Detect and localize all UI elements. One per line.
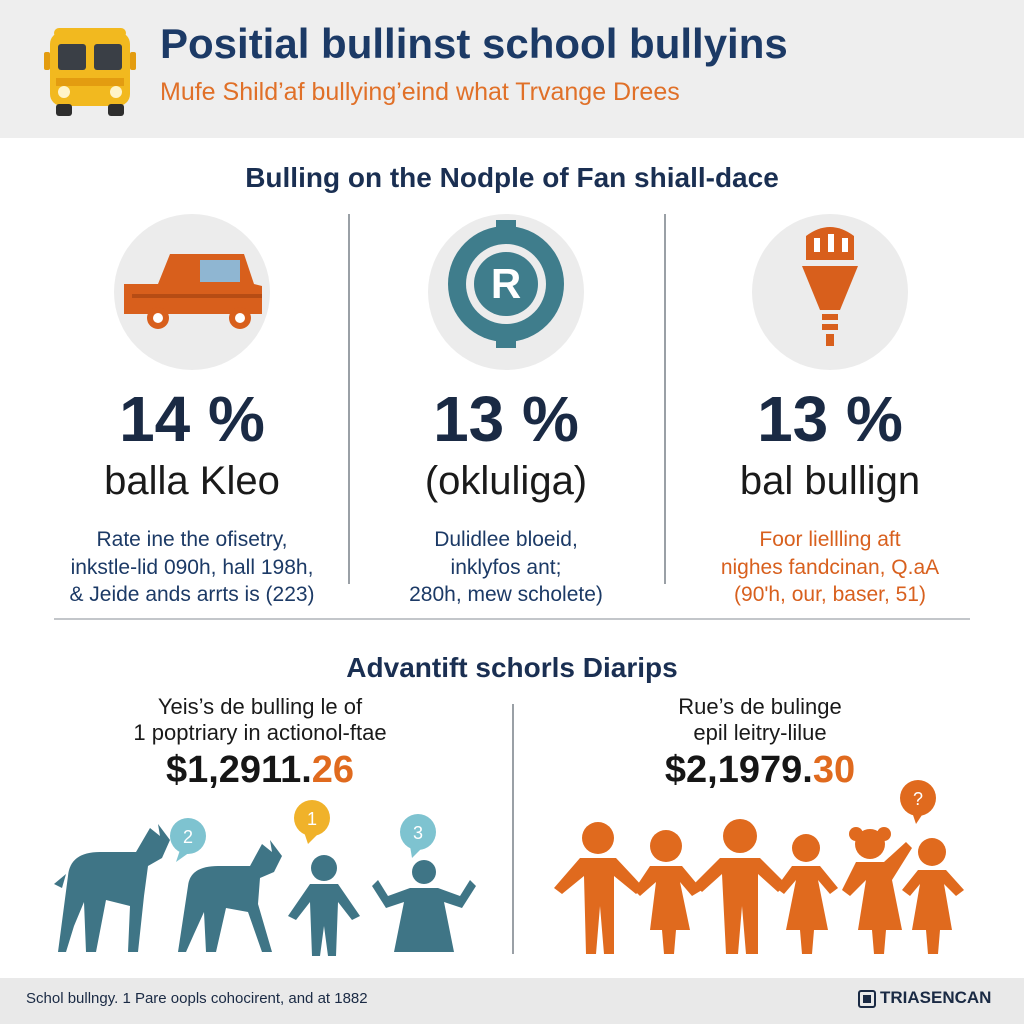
animal-figure-icon xyxy=(178,840,282,952)
section-heading-stats: Bulling on the Nodple of Fan shiall-dace xyxy=(245,162,779,193)
cost-card-right: Rue’s de bulinge epil leitry-lilue $2,19… xyxy=(560,694,960,792)
footer-text: Schol bullngy. 1 Pare oopls cohocirent, … xyxy=(26,990,368,1007)
column-divider xyxy=(348,214,350,584)
cost-caption-line: Yeis’s de bulling le of xyxy=(157,694,363,719)
stat-percent: 14 % xyxy=(119,383,265,455)
stat-percent: 13 % xyxy=(433,383,579,455)
speech-badge-3: 3 xyxy=(400,814,436,858)
cost-card-left: Yeis’s de bulling le of 1 poptriary in a… xyxy=(60,694,460,792)
people-group-icon xyxy=(554,819,964,954)
footer-band xyxy=(0,978,1024,1024)
stat-description-line: 280h, mew scholete) xyxy=(409,582,603,606)
section-divider xyxy=(54,618,970,620)
stat-card-lamp: 13 % bal bullign Foor liellling aft nigh… xyxy=(680,214,980,608)
car-icon xyxy=(124,254,262,329)
speech-badge-question: ? xyxy=(900,780,936,824)
lamp-icon xyxy=(802,227,858,346)
cost-caption-line: 1 poptriary in actionol-ftae xyxy=(133,720,387,746)
car-icon-circle xyxy=(114,214,270,370)
badge-number: 3 xyxy=(413,823,423,843)
stat-description-line: (90'h, our, baser, 51) xyxy=(734,582,926,606)
cost-amount-main: $2,1979. xyxy=(664,748,813,791)
column-divider xyxy=(664,214,666,584)
cost-caption-line: epil leitry-lilue xyxy=(693,720,827,746)
header-band xyxy=(0,0,1024,138)
cost-caption-line: Rue’s de bulinge xyxy=(678,694,842,719)
lamp-icon-circle xyxy=(752,214,908,370)
badge-question-mark: ? xyxy=(913,789,923,809)
cost-amount: $1,2911.26 xyxy=(60,749,460,792)
page-title: Positial bullinst school bullyins xyxy=(160,20,788,67)
stat-description: Foor liellling aft nighes fandcinan, Q.a… xyxy=(680,526,980,608)
school-bus-icon xyxy=(44,28,136,116)
column-divider xyxy=(512,704,514,954)
stat-description-line: inklyfos ant; xyxy=(450,555,562,579)
page-subtitle: Mufe Shild’af bullying’eind what Trvange… xyxy=(160,78,680,106)
badge-number: 1 xyxy=(307,809,317,829)
stat-description-line: & Jeide ands arrts is (223) xyxy=(69,582,315,606)
child-figure-icon xyxy=(288,855,360,956)
speech-badge-2: 2 xyxy=(170,818,206,862)
cost-amount-accent: 26 xyxy=(311,748,355,791)
svg-text:R: R xyxy=(491,260,521,307)
registered-icon: R xyxy=(448,220,564,348)
stat-card-registered: R 13 % (okluliga) Dulidlee bloeid, inkly… xyxy=(356,214,656,608)
stat-card-car: 14 % balla Kleo Rate ine the ofisetry, i… xyxy=(42,214,342,608)
section-heading-costs: Advantift schorls Diarips xyxy=(346,652,678,683)
people-group-illustration: ? xyxy=(554,780,964,954)
stat-label: bal bullign xyxy=(739,459,921,504)
stat-description-line: nighes fandcinan, Q.aA xyxy=(720,555,940,579)
stat-label: balla Kleo xyxy=(104,459,280,504)
cost-amount: $2,1979.30 xyxy=(560,749,960,792)
animal-figure-icon xyxy=(54,824,170,952)
stat-percent: 13 % xyxy=(757,383,903,455)
stat-description-line: inkstle-lid 090h, hall 198h, xyxy=(70,555,314,579)
cost-amount-main: $1,2911. xyxy=(165,748,312,791)
stat-description-line: Rate ine the ofisetry, xyxy=(96,528,288,552)
stat-description: Dulidlee bloeid, inklyfos ant; 280h, mew… xyxy=(356,526,656,608)
child-figure-icon xyxy=(372,860,476,952)
stat-description: Rate ine the ofisetry, inkstle-lid 090h,… xyxy=(42,526,342,608)
cost-amount-accent: 30 xyxy=(812,748,856,791)
badge-number: 2 xyxy=(183,827,193,847)
stat-description-line: Dulidlee bloeid, xyxy=(434,528,578,552)
brand-logo-icon xyxy=(858,990,876,1008)
speech-badge-1: 1 xyxy=(294,800,330,844)
stat-label: (okluliga) xyxy=(424,459,588,504)
animals-and-children-illustration: 2 1 3 xyxy=(54,800,476,956)
brand-name: TRIASENCAN xyxy=(880,988,992,1007)
stat-description-line: Foor liellling aft xyxy=(759,528,901,552)
registered-icon-circle: R xyxy=(428,214,584,370)
